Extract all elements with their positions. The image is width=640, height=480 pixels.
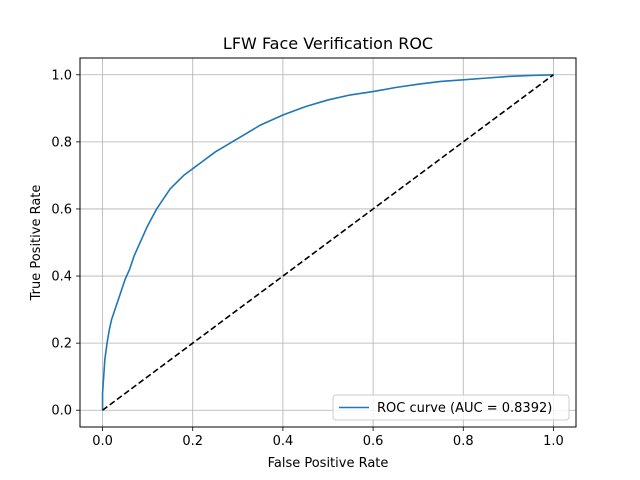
y-tick-label: 1.0 [51, 68, 72, 83]
x-tick-label: 0.0 [92, 434, 113, 449]
legend-box [332, 394, 570, 421]
y-tick-label: 0.8 [51, 135, 72, 150]
x-tick-label: 1.0 [543, 434, 564, 449]
x-tick-label: 0.6 [363, 434, 384, 449]
x-tick-label: 0.4 [273, 434, 294, 449]
y-axis-label: True Positive Rate [29, 185, 44, 302]
y-tick-label: 0.6 [51, 202, 72, 217]
grid [80, 58, 576, 427]
x-axis-label: False Positive Rate [268, 456, 389, 471]
roc-curve-line [101, 73, 554, 411]
axes-frame [79, 57, 577, 428]
legend-entry-roc-curve: ROC curve (AUC = 0.8392) [377, 401, 552, 416]
y-tick-label: 0.2 [51, 337, 72, 352]
x-tick-label: 0.8 [453, 434, 474, 449]
legend: ROC curve (AUC = 0.8392) [332, 394, 570, 421]
y-tick-label: 0.0 [51, 404, 72, 419]
series-layer [101, 73, 554, 411]
x-tick-label: 0.2 [182, 434, 203, 449]
chance-diagonal-line [102, 74, 554, 411]
chart-title: LFW Face Verification ROC [223, 34, 433, 53]
ticks: 0.0 0.2 0.4 0.6 0.8 1.0 0.0 0.2 0.4 0.6 0.8 1.0 [51, 68, 563, 449]
y-tick-label: 0.4 [51, 270, 72, 285]
